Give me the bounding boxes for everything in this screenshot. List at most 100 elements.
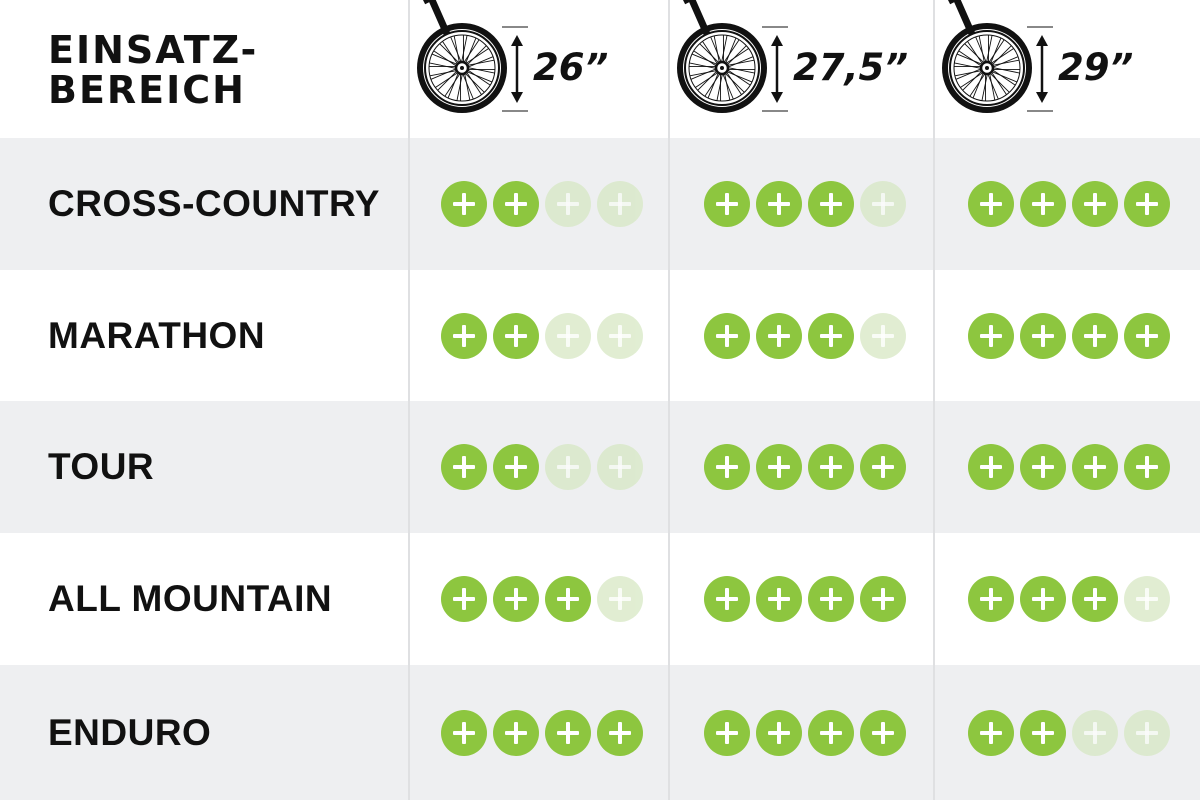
rating-group <box>968 709 1170 756</box>
bike-wheel-icon <box>677 0 788 113</box>
rating-group <box>968 181 1170 227</box>
plus-circle-icon <box>1072 181 1118 227</box>
plus-circle-icon <box>1072 576 1118 622</box>
plus-circle-icon <box>808 576 854 622</box>
plus-circle-icon <box>441 312 487 359</box>
table-row: CROSS-COUNTRY <box>0 138 1200 270</box>
plus-circle-icon <box>493 576 539 622</box>
plus-circle-icon <box>1124 312 1170 359</box>
rating-group <box>968 312 1170 359</box>
plus-circle-icon <box>704 444 750 490</box>
row-label: MARATHON <box>48 314 266 356</box>
rating-group <box>968 576 1170 622</box>
plus-circle-icon <box>756 709 802 756</box>
bike-wheel-icon <box>942 0 1053 113</box>
plus-circle-icon <box>808 181 854 227</box>
plus-circle-icon <box>704 312 750 359</box>
rating-group <box>704 312 906 359</box>
plus-circle-icon-empty <box>597 312 643 359</box>
column-divider <box>933 0 935 800</box>
row-label: ALL MOUNTAIN <box>48 578 333 619</box>
plus-circle-icon <box>704 576 750 622</box>
rating-group <box>441 444 643 490</box>
plus-circle-icon <box>1124 181 1170 227</box>
row-label: CROSS-COUNTRY <box>48 183 380 224</box>
plus-circle-icon-empty <box>545 312 591 359</box>
plus-circle-icon <box>441 444 487 490</box>
plus-circle-icon <box>1072 312 1118 359</box>
plus-circle-icon <box>860 709 906 756</box>
plus-circle-icon <box>493 312 539 359</box>
table-row: ALL MOUNTAIN <box>0 533 1200 665</box>
plus-circle-icon <box>545 709 591 756</box>
plus-circle-icon <box>968 576 1014 622</box>
rating-group <box>704 576 906 622</box>
plus-circle-icon <box>704 709 750 756</box>
plus-circle-icon-empty <box>1124 709 1170 756</box>
plus-circle-icon <box>1072 444 1118 490</box>
plus-circle-icon <box>756 312 802 359</box>
plus-circle-icon-empty <box>545 181 591 227</box>
column-divider <box>668 0 670 800</box>
wheel-size-label: 29” <box>1058 46 1134 89</box>
plus-circle-icon-empty <box>597 181 643 227</box>
plus-circle-icon <box>1020 709 1066 756</box>
row-label: TOUR <box>48 446 155 487</box>
rating-group <box>441 181 643 227</box>
plus-circle-icon <box>493 709 539 756</box>
plus-circle-icon <box>1020 181 1066 227</box>
rating-group <box>441 312 643 359</box>
plus-circle-icon-empty <box>545 444 591 490</box>
plus-circle-icon-empty <box>860 181 906 227</box>
plus-circle-icon <box>968 312 1014 359</box>
plus-circle-icon-empty <box>1124 576 1170 622</box>
plus-circle-icon <box>441 181 487 227</box>
plus-circle-icon <box>1020 576 1066 622</box>
plus-circle-icon <box>968 709 1014 756</box>
table-row: MARATHON <box>0 270 1200 401</box>
rating-group <box>704 181 906 227</box>
plus-circle-icon <box>704 181 750 227</box>
chart-title: EINSATZ- BEREICH <box>48 30 258 110</box>
plus-circle-icon <box>808 312 854 359</box>
rating-group <box>441 709 643 756</box>
rating-group <box>704 709 906 756</box>
plus-circle-icon <box>860 444 906 490</box>
plus-circle-icon <box>441 709 487 756</box>
table-row: ENDURO <box>0 665 1200 800</box>
chart-title-line-2: BEREICH <box>48 68 246 112</box>
plus-circle-icon <box>1020 312 1066 359</box>
plus-circle-icon <box>1124 444 1170 490</box>
bike-wheel-icon <box>417 0 528 113</box>
chart-title-line-1: EINSATZ- <box>48 28 259 72</box>
table-row: TOUR <box>0 401 1200 533</box>
column-header: 27,5” <box>670 0 932 138</box>
rating-group <box>704 444 906 490</box>
column-header: 26” <box>410 0 672 138</box>
plus-circle-icon <box>860 576 906 622</box>
plus-circle-icon <box>808 709 854 756</box>
plus-circle-icon-empty <box>860 312 906 359</box>
plus-circle-icon <box>441 576 487 622</box>
plus-circle-icon-empty <box>1072 709 1118 756</box>
plus-circle-icon <box>808 444 854 490</box>
wheel-size-label: 27,5” <box>793 46 909 89</box>
plus-circle-icon <box>968 181 1014 227</box>
plus-circle-icon <box>968 444 1014 490</box>
row-label: ENDURO <box>48 711 212 753</box>
column-divider <box>408 0 410 800</box>
plus-circle-icon-empty <box>597 576 643 622</box>
plus-circle-icon <box>545 576 591 622</box>
plus-circle-icon <box>756 576 802 622</box>
plus-circle-icon <box>493 444 539 490</box>
plus-circle-icon-empty <box>597 444 643 490</box>
plus-circle-icon <box>756 181 802 227</box>
rating-group <box>441 576 643 622</box>
wheel-size-label: 26” <box>533 46 609 89</box>
plus-circle-icon <box>756 444 802 490</box>
plus-circle-icon <box>1020 444 1066 490</box>
plus-circle-icon <box>493 181 539 227</box>
rating-group <box>968 444 1170 490</box>
plus-circle-icon <box>597 709 643 756</box>
